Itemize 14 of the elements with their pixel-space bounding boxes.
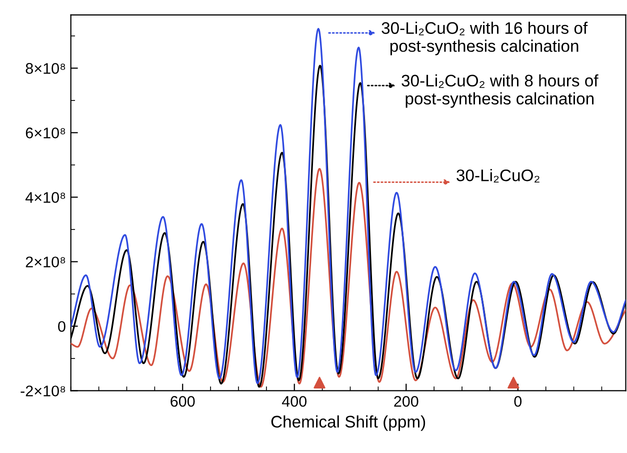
y-tick-label: 4×10⁸: [25, 192, 66, 203]
x-tick-label: 400: [282, 396, 307, 407]
y-tick-label: 8×10⁸: [26, 63, 66, 74]
y-tick-label: 0: [58, 321, 66, 332]
legend-label: 30-Li₂CuO₂ with 16 hours of post-synthesis calcination: [382, 22, 588, 56]
x-tick-label: 200: [394, 396, 418, 407]
y-tick-label: 6×10⁸: [26, 128, 66, 138]
y-tick-label: 2×10⁸: [26, 256, 66, 268]
legend-label: 30-Li₂CuO₂ with 8 hours of post-synthesis calcination: [402, 74, 598, 108]
x-tick-label: 600: [170, 396, 195, 407]
legend-label: 30-Li₂CuO₂: [456, 169, 540, 183]
x-tick-label: 0: [514, 396, 522, 407]
y-tick-label: -2×10⁸: [20, 386, 66, 396]
x-axis-title: Chemical Shift (ppm): [271, 415, 426, 431]
